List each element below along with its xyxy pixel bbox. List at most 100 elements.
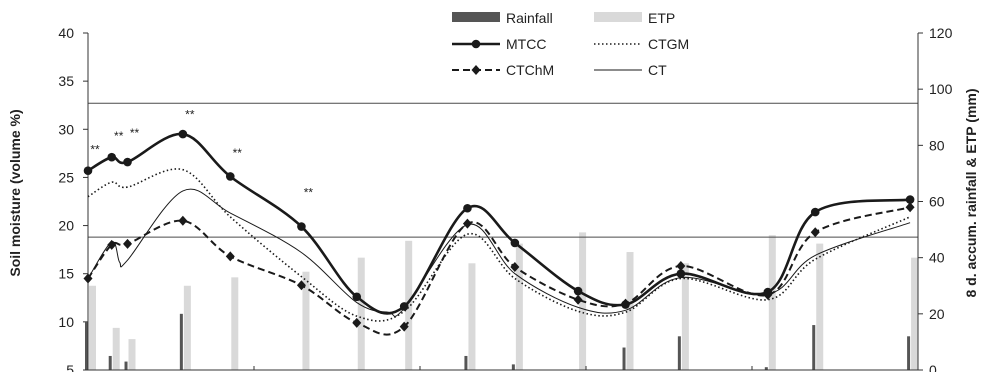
y2-tick-label: 80 xyxy=(929,137,945,153)
y-tick-label: 10 xyxy=(58,314,74,330)
y-tick-label: 15 xyxy=(58,266,74,282)
etp-bar xyxy=(816,243,824,370)
legend-label-mtcc: MTCC xyxy=(506,36,546,52)
rainfall-bar xyxy=(511,364,515,370)
legend-label-ct: CT xyxy=(648,62,667,78)
significance-mark: ** xyxy=(304,186,314,200)
y-tick-label: 35 xyxy=(58,73,74,89)
rainfall-bar xyxy=(764,367,768,370)
x-tick-label: 19-Nov xyxy=(231,368,276,372)
y2-tick-label: 40 xyxy=(929,250,945,266)
x-tick-label: 31-Dec xyxy=(563,368,608,372)
point-ctchm xyxy=(225,251,235,262)
point-mtcc xyxy=(463,203,472,213)
y2-axis-title: 8 d. accum. rainfall & ETP (mm) xyxy=(963,88,979,297)
point-mtcc xyxy=(676,269,686,279)
point-ctchm xyxy=(905,202,915,213)
rainfall-bar xyxy=(124,361,128,370)
y2-tick-label: 120 xyxy=(929,25,953,41)
point-mtcc xyxy=(763,287,773,297)
legend-marker-mtcc xyxy=(471,39,481,49)
etp-bar xyxy=(405,240,413,370)
axes: 5 10 15 20 25 30 35 40 0 20 40 60 80 100 120 29-Oct 19-N… xyxy=(58,25,952,372)
y-tick-label: 30 xyxy=(58,121,74,137)
point-mtcc xyxy=(83,166,93,175)
etp-bar xyxy=(515,243,523,370)
x-tick-label: 21-Jan xyxy=(731,368,774,372)
x-tick-label: 29-Oct xyxy=(67,368,109,372)
significance-mark: ** xyxy=(90,142,100,156)
point-ctchm xyxy=(123,238,133,249)
y-tick-label: 25 xyxy=(58,169,74,185)
y-tick-label: 5 xyxy=(66,362,74,372)
etp-bar xyxy=(183,285,191,370)
legend-marker-ctchm xyxy=(471,65,481,75)
etp-bar xyxy=(911,257,919,370)
point-ctchm xyxy=(352,317,362,328)
series-line-ctgm xyxy=(87,168,911,322)
point-mtcc xyxy=(352,292,362,302)
legend-swatch-rainfall xyxy=(452,12,500,22)
y-axis-title: Soil moisture (volume %) xyxy=(7,109,23,276)
point-mtcc xyxy=(573,286,583,296)
point-mtcc xyxy=(621,300,630,309)
etp-bar xyxy=(128,339,136,370)
point-ctchm xyxy=(810,227,820,238)
series-line-mtcc xyxy=(87,132,911,315)
etp-bar xyxy=(681,263,689,370)
etp-bar xyxy=(231,277,239,370)
point-ctchm xyxy=(107,239,117,250)
point-ctchm xyxy=(178,215,188,226)
rainfall-bar xyxy=(108,355,112,370)
rainfall-bar xyxy=(464,355,468,370)
point-ctchm xyxy=(676,261,686,272)
series-line-ctchm xyxy=(87,206,911,336)
point-ctchm xyxy=(83,273,93,284)
point-mtcc xyxy=(297,222,306,231)
etp-bar xyxy=(768,235,776,370)
y2-tick-label: 0 xyxy=(929,362,937,372)
point-ctchm xyxy=(510,261,520,272)
point-mtcc xyxy=(225,172,235,181)
rainfall-bar xyxy=(907,336,911,370)
etp-bar xyxy=(468,263,476,370)
y2-tick-label: 100 xyxy=(929,81,953,97)
point-ctchm xyxy=(573,294,583,305)
point-mtcc xyxy=(178,129,188,139)
y-tick-label: 20 xyxy=(58,218,74,234)
legend-label-rainfall: Rainfall xyxy=(506,10,553,26)
etp-bar xyxy=(302,271,310,370)
point-mtcc xyxy=(905,195,915,204)
annotations-layer: ** ** ** ** ** ** xyxy=(90,108,313,200)
point-ctchm xyxy=(399,321,409,332)
y2-tick-label: 60 xyxy=(929,194,945,210)
x-tick-label: 10-Dec xyxy=(397,368,442,372)
rainfall-bar xyxy=(812,325,816,370)
y2-tick-label: 20 xyxy=(929,306,945,322)
point-mtcc xyxy=(399,302,409,311)
legend-label-ctchm: CTChM xyxy=(506,62,554,78)
reference-lines xyxy=(88,102,918,238)
etp-bar xyxy=(112,327,120,370)
rainfall-bar xyxy=(85,322,88,370)
legend: Rainfall ETP MTCC CTGM CTChM CT xyxy=(452,10,689,78)
etp-bar xyxy=(357,257,365,370)
point-ctchm xyxy=(462,218,472,229)
rainfall-bar xyxy=(677,336,681,370)
y-tick-label: 40 xyxy=(58,25,74,41)
significance-mark: ** xyxy=(130,126,140,140)
significance-mark: ** xyxy=(114,129,124,143)
point-mtcc xyxy=(123,157,132,167)
legend-label-etp: ETP xyxy=(648,10,675,26)
point-mtcc xyxy=(107,152,117,162)
legend-swatch-etp xyxy=(594,12,642,22)
point-mtcc xyxy=(810,207,820,217)
point-mtcc xyxy=(510,238,520,248)
series-line-ct xyxy=(87,188,911,317)
rainfall-bar xyxy=(179,313,183,370)
etp-bar xyxy=(89,285,96,370)
point-ctchm xyxy=(296,280,306,291)
rainfall-bar xyxy=(622,347,626,370)
legend-label-ctgm: CTGM xyxy=(648,36,689,52)
